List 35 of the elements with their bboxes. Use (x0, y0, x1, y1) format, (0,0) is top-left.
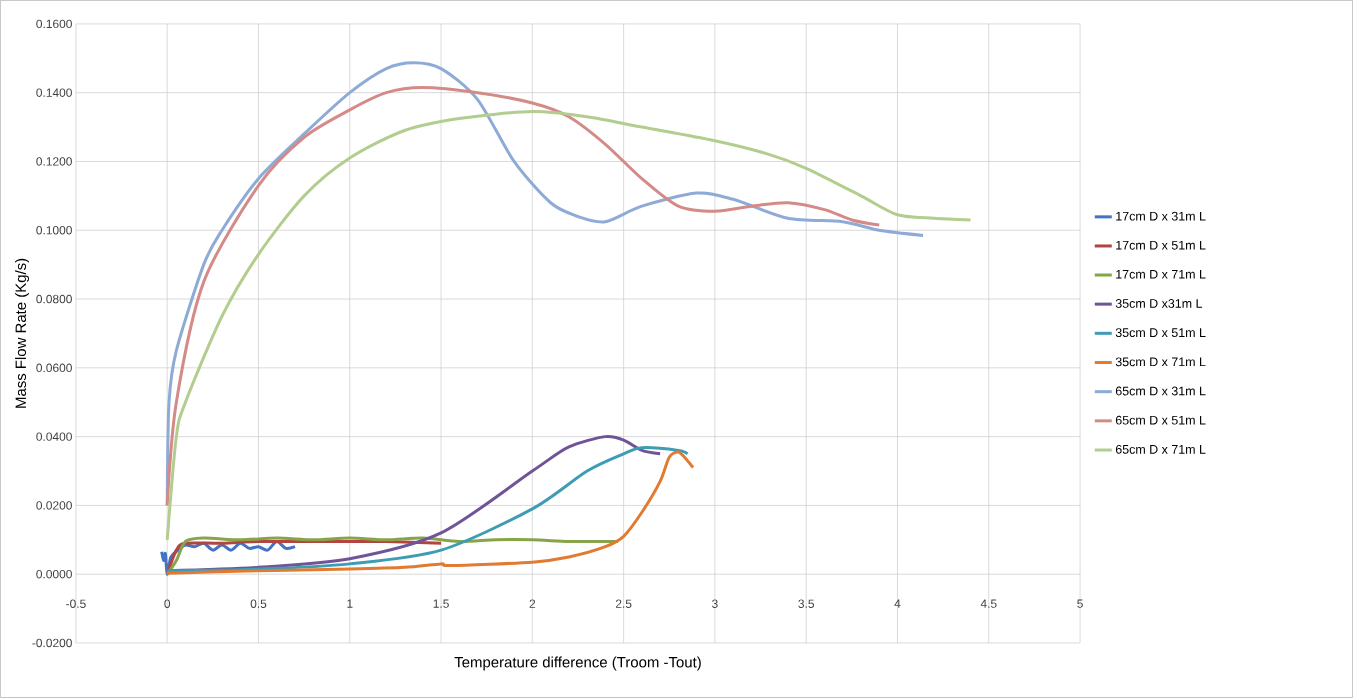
x-tick-label: 2.5 (615, 599, 632, 608)
legend-label: 35cm D x31m L (1115, 299, 1203, 308)
x-tick-label: 4.5 (980, 599, 997, 608)
x-tick-label: 3.5 (798, 599, 814, 608)
y-tick-label: 0.0800 (36, 294, 72, 304)
x-tick-label: 1 (347, 599, 353, 608)
legend-label: 65cm D x 31m L (1115, 386, 1206, 396)
legend-label: 35cm D x 51m L (1115, 328, 1206, 338)
line-series (165, 539, 443, 576)
x-axis-title: Temperature difference (Troom -Tout) (454, 656, 701, 671)
x-tick-label: 0.5 (250, 599, 267, 608)
legend-label: 65cm D x 51m L (1115, 415, 1206, 425)
y-tick-label: -0.0200 (32, 638, 72, 648)
legend-label: 35cm D x 71m L (1115, 357, 1206, 367)
line-series (165, 110, 973, 542)
x-tick-label: 1.5 (433, 599, 449, 608)
x-tick-label: 2 (529, 599, 536, 608)
y-tick-label: 0.0600 (36, 363, 72, 373)
y-axis-title: Mass Flow Rate (Kg/s) (15, 258, 29, 408)
x-tick-label: 4 (894, 599, 901, 608)
legend-label: 17cm D x 71m L (1116, 270, 1206, 279)
y-tick-label: 0.1600 (36, 19, 72, 29)
x-tick-label: 3 (712, 599, 718, 608)
legend-label: 65cm D x 71m L (1115, 444, 1206, 454)
y-tick-label: 0.1400 (36, 88, 72, 97)
x-tick-label: 0 (164, 599, 171, 608)
x-tick-label: -0.5 (66, 599, 86, 608)
y-tick-label: 0.0200 (36, 501, 72, 510)
legend-label: 17cm D x 31m L (1116, 211, 1206, 221)
x-tick-label: 5 (1077, 599, 1083, 608)
y-tick-label: 0.0400 (36, 432, 72, 441)
y-tick-label: 0.1200 (36, 157, 72, 166)
y-tick-label: 0.0000 (36, 570, 72, 579)
legend-label: 17cm D x 51m L (1116, 240, 1206, 250)
y-tick-label: 0.1000 (36, 226, 72, 235)
